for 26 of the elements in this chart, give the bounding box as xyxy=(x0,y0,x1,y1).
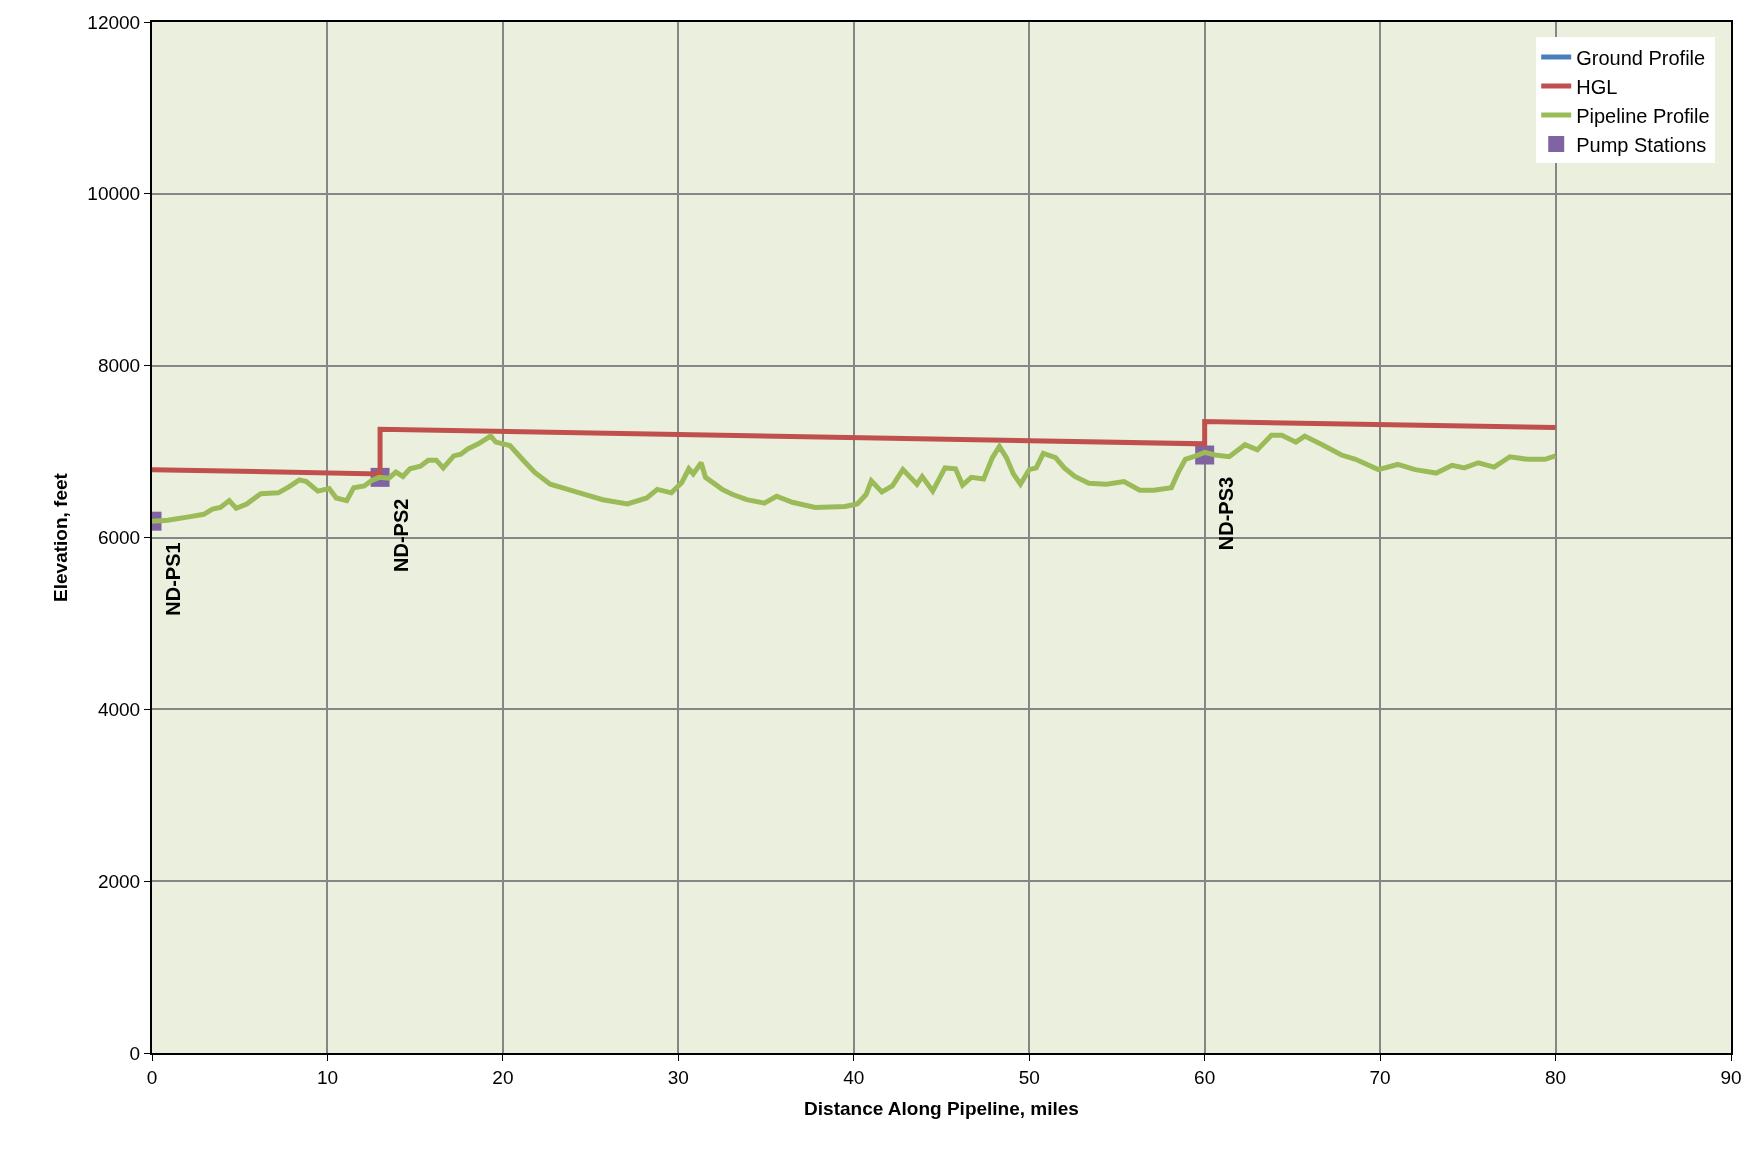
x-tick-label: 40 xyxy=(843,1066,865,1088)
x-tick-label: 60 xyxy=(1194,1066,1216,1088)
x-tick-label: 10 xyxy=(316,1066,339,1088)
annotation: ND-PS2 xyxy=(390,498,413,572)
x-tick-label: 80 xyxy=(1544,1066,1567,1088)
x-tick-label: 0 xyxy=(146,1066,158,1088)
annotation: ND-PS3 xyxy=(1215,476,1238,551)
x-tick-label: 90 xyxy=(1720,1066,1742,1088)
y-tick-label: 12000 xyxy=(87,11,141,33)
y-tick-label: 0 xyxy=(129,1042,141,1064)
x-tick-label: 30 xyxy=(667,1066,689,1088)
y-tick-label: 4000 xyxy=(97,698,141,720)
x-tick-label: 20 xyxy=(492,1066,514,1088)
legend-label: Pipeline Profile xyxy=(1576,104,1710,127)
x-tick-label: 50 xyxy=(1018,1066,1040,1088)
legend-label: HGL xyxy=(1576,75,1618,98)
x-tick-label: 70 xyxy=(1369,1066,1391,1088)
y-tick-label: 8000 xyxy=(97,355,141,377)
y-tick-label: 2000 xyxy=(97,870,141,892)
y-axis-title: Elevation, feet xyxy=(49,472,71,602)
legend-label: Pump Stations xyxy=(1576,133,1707,156)
legend-label: Ground Profile xyxy=(1576,46,1706,69)
y-tick-label: 10000 xyxy=(87,183,141,205)
annotation: ND-PS1 xyxy=(162,542,185,616)
y-tick-label: 6000 xyxy=(97,527,141,549)
x-axis-title: Distance Along Pipeline, miles xyxy=(804,1098,1079,1120)
